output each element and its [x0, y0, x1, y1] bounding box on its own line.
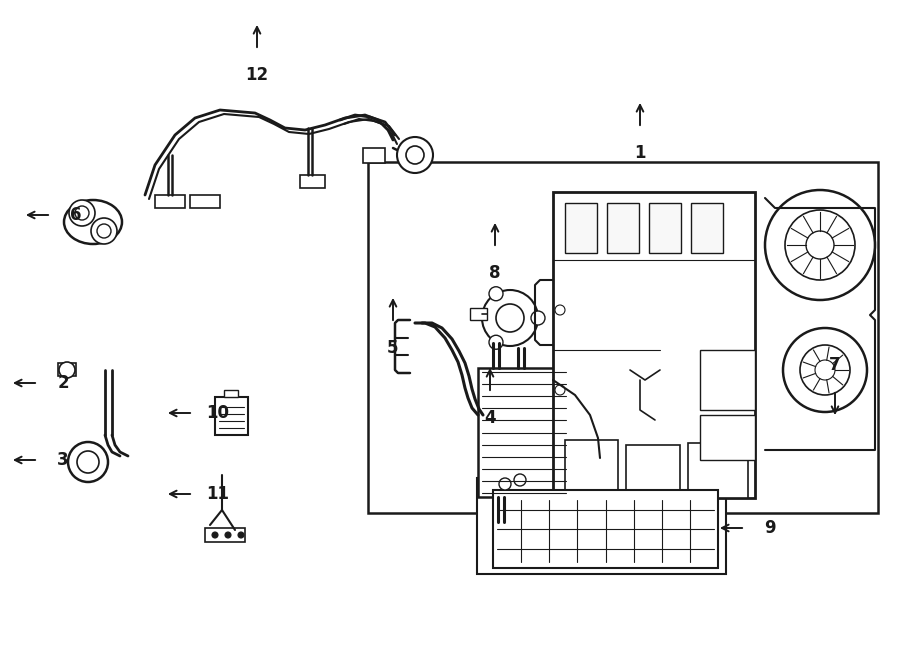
Circle shape: [489, 287, 503, 301]
Circle shape: [225, 532, 231, 538]
Circle shape: [555, 305, 565, 315]
Bar: [224, 390, 238, 397]
Circle shape: [91, 218, 117, 244]
Ellipse shape: [64, 200, 122, 244]
Bar: [688, 443, 748, 498]
Bar: [205, 528, 245, 542]
Bar: [649, 203, 681, 253]
Bar: [493, 490, 718, 568]
Circle shape: [77, 451, 99, 473]
Circle shape: [806, 231, 834, 259]
Bar: [363, 148, 385, 163]
Bar: [565, 440, 618, 498]
Bar: [626, 445, 680, 498]
Circle shape: [69, 200, 95, 226]
Bar: [478, 368, 570, 497]
Circle shape: [406, 146, 424, 164]
Bar: [58, 363, 76, 376]
Bar: [477, 478, 726, 574]
Bar: [553, 192, 755, 498]
Circle shape: [815, 360, 835, 380]
Text: 5: 5: [387, 339, 399, 357]
Circle shape: [800, 345, 850, 395]
Bar: [565, 203, 597, 253]
Bar: [470, 308, 487, 320]
Bar: [190, 195, 220, 208]
Text: 12: 12: [246, 66, 268, 84]
Bar: [700, 350, 755, 410]
Circle shape: [489, 335, 503, 349]
Circle shape: [499, 478, 511, 490]
Bar: [700, 415, 755, 460]
Circle shape: [765, 190, 875, 300]
Text: 6: 6: [70, 206, 82, 224]
Circle shape: [59, 362, 75, 378]
Circle shape: [75, 206, 89, 220]
Bar: [155, 195, 185, 208]
Text: 3: 3: [58, 451, 68, 469]
Text: 1: 1: [634, 144, 646, 162]
Circle shape: [785, 210, 855, 280]
Circle shape: [496, 304, 524, 332]
Text: 10: 10: [206, 404, 230, 422]
Circle shape: [238, 532, 244, 538]
Circle shape: [531, 311, 545, 325]
Text: 11: 11: [206, 485, 230, 503]
Circle shape: [97, 224, 111, 238]
Circle shape: [555, 385, 565, 395]
Circle shape: [783, 328, 867, 412]
Text: 8: 8: [490, 264, 500, 282]
Circle shape: [397, 137, 433, 173]
Bar: [607, 203, 639, 253]
Circle shape: [482, 290, 538, 346]
Circle shape: [212, 532, 218, 538]
Circle shape: [514, 474, 526, 486]
Text: 7: 7: [829, 356, 841, 374]
Bar: [300, 175, 325, 188]
Text: 4: 4: [484, 409, 496, 427]
Text: 9: 9: [764, 519, 776, 537]
Bar: [691, 203, 723, 253]
Circle shape: [68, 442, 108, 482]
Bar: [368, 162, 878, 513]
Bar: [215, 397, 248, 435]
Text: 2: 2: [58, 374, 68, 392]
